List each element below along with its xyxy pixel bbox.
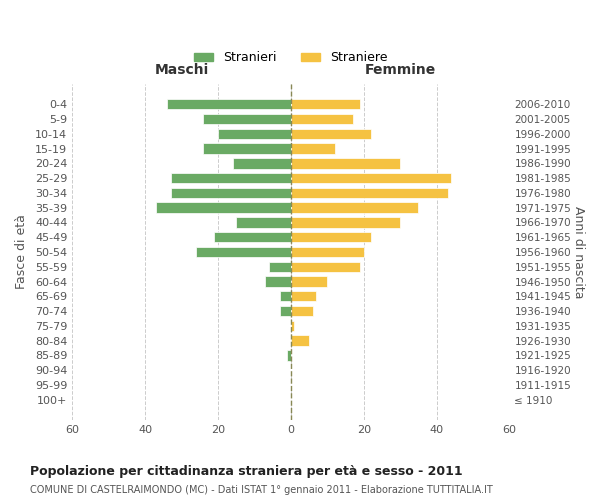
Bar: [233, 158, 291, 168]
Bar: [291, 114, 353, 124]
Y-axis label: Fasce di età: Fasce di età: [15, 214, 28, 290]
Legend: Stranieri, Straniere: Stranieri, Straniere: [189, 46, 392, 70]
Bar: [203, 114, 291, 124]
Text: COMUNE DI CASTELRAIMONDO (MC) - Dati ISTAT 1° gennaio 2011 - Elaborazione TUTTIT: COMUNE DI CASTELRAIMONDO (MC) - Dati IST…: [30, 485, 493, 495]
Bar: [291, 247, 364, 257]
Bar: [291, 336, 309, 346]
Bar: [291, 128, 371, 139]
Bar: [196, 247, 291, 257]
Text: Maschi: Maschi: [154, 63, 209, 77]
Bar: [218, 128, 291, 139]
Bar: [291, 144, 335, 154]
Y-axis label: Anni di nascita: Anni di nascita: [572, 206, 585, 298]
Bar: [291, 202, 418, 213]
Bar: [291, 262, 360, 272]
Bar: [291, 218, 400, 228]
Bar: [291, 232, 371, 242]
Bar: [280, 306, 291, 316]
Bar: [291, 188, 448, 198]
Bar: [291, 173, 451, 184]
Bar: [291, 291, 316, 302]
Bar: [287, 350, 291, 360]
Bar: [291, 276, 327, 286]
Bar: [291, 320, 295, 331]
Bar: [291, 158, 400, 168]
Bar: [214, 232, 291, 242]
Text: Femmine: Femmine: [365, 63, 436, 77]
Bar: [236, 218, 291, 228]
Text: Popolazione per cittadinanza straniera per età e sesso - 2011: Popolazione per cittadinanza straniera p…: [30, 465, 463, 478]
Bar: [265, 276, 291, 286]
Bar: [291, 306, 313, 316]
Bar: [167, 99, 291, 110]
Bar: [156, 202, 291, 213]
Bar: [291, 99, 360, 110]
Bar: [269, 262, 291, 272]
Bar: [280, 291, 291, 302]
Bar: [203, 144, 291, 154]
Bar: [170, 173, 291, 184]
Bar: [170, 188, 291, 198]
